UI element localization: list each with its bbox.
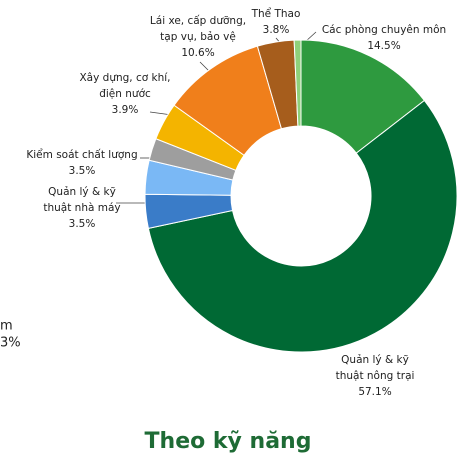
donut-slice (147, 99, 458, 353)
slice-label: Các phòng chuyên môn (322, 24, 446, 36)
slice-label: thuật nông trại (336, 370, 415, 382)
donut-slice (293, 39, 302, 127)
slice-value-label: 14.5% (367, 40, 400, 52)
slice-value-label: 3.5% (69, 218, 96, 230)
slice-value-label: 10.6% (181, 47, 214, 59)
slice-label: Quản lý & kỹ (341, 354, 409, 366)
slice-label: Thể Thao (251, 7, 301, 20)
slice-value-label: 3.8% (263, 24, 290, 36)
chart-title: Theo kỹ năng (145, 429, 312, 454)
slice-label: điện nước (99, 88, 151, 100)
cut-off-label: m (0, 319, 13, 334)
slice-value-label: 3.5% (69, 165, 96, 177)
slice-label: Quản lý & kỹ (48, 186, 116, 198)
slice-label: tạp vụ, bảo vệ (160, 31, 236, 43)
slice-label: thuật nhà máy (43, 202, 120, 214)
slice-value-label: 57.1% (358, 386, 391, 398)
slice-value-label: 3.9% (112, 104, 139, 116)
slice-label: Lái xe, cấp dưỡng, (150, 15, 246, 27)
slice-label: Kiểm soát chất lượng (26, 148, 137, 161)
cut-off-label: 3% (0, 336, 21, 351)
slice-label: Xây dựng, cơ khí, (79, 72, 170, 84)
